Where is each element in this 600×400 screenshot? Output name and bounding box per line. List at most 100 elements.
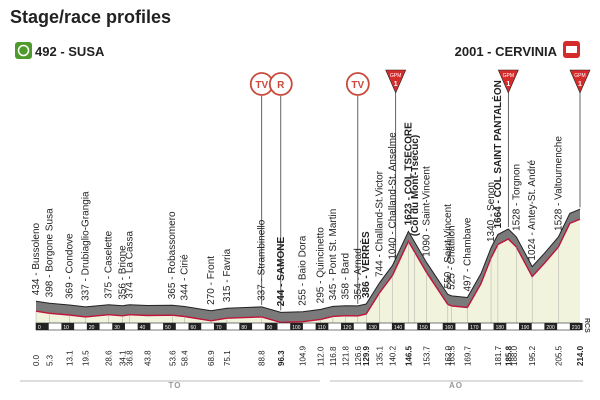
gpm-climb-marker: GPM 1 bbox=[497, 69, 519, 227]
km-tick-label: 58.4 bbox=[180, 350, 189, 366]
place-label: 1340 - Senon bbox=[486, 182, 497, 242]
km-tick-label: 13.1 bbox=[65, 350, 74, 366]
km-tick-label: 121.8 bbox=[342, 345, 351, 366]
km-tick-label: 205.5 bbox=[554, 345, 563, 366]
start-badge bbox=[15, 42, 32, 59]
start-label: 492 - SUSA bbox=[35, 44, 105, 59]
marker-label: TV bbox=[255, 80, 268, 91]
km-tick-label: 53.6 bbox=[168, 350, 177, 366]
gpm-category: 1 bbox=[506, 81, 510, 88]
place-label: 356 - Brione bbox=[118, 245, 129, 300]
km-tick-label: 96.3 bbox=[277, 350, 286, 366]
km-tick-label: 188.0 bbox=[510, 345, 519, 366]
km-tick-label: 140.2 bbox=[388, 345, 397, 366]
gpm-label: GPM bbox=[574, 73, 585, 79]
scale-label: 80 bbox=[241, 325, 247, 331]
scale-segment bbox=[188, 323, 202, 330]
scale-segment bbox=[442, 323, 456, 330]
scale-segment bbox=[518, 323, 532, 330]
tv-marker: TV bbox=[249, 72, 274, 305]
marker-label: TV bbox=[351, 80, 364, 91]
scale-label: 30 bbox=[114, 325, 120, 331]
place-label: 337 - Strambinello bbox=[257, 219, 268, 301]
place-label: 1024 - Antey-St. André bbox=[527, 160, 538, 261]
scale-label: 180 bbox=[496, 325, 505, 331]
scale-segment bbox=[213, 323, 227, 330]
scale-segment bbox=[315, 323, 329, 330]
place-label: 744 - Challand-St.Victor bbox=[374, 170, 385, 277]
place-label: 358 - Bard bbox=[341, 253, 352, 300]
profile-fill bbox=[36, 219, 580, 323]
scale-segment bbox=[86, 323, 100, 330]
region-bar: TO AO bbox=[20, 380, 583, 390]
scale-label: 100 bbox=[292, 325, 301, 331]
km-tick-label: 68.9 bbox=[207, 350, 216, 366]
place-label: 1528 - Torgnon bbox=[511, 164, 522, 231]
km-tick-label: 5.3 bbox=[45, 354, 54, 366]
place-label: 374 - La Cassa bbox=[125, 230, 136, 298]
place-label: 434 - Bussoleno bbox=[31, 222, 42, 295]
km-tick-label: 0.0 bbox=[32, 354, 41, 366]
scale-segment bbox=[163, 323, 176, 330]
place-label: 1040 - Challand-St. Anselme bbox=[387, 132, 398, 260]
scale-segment bbox=[341, 323, 354, 330]
scale-label: 200 bbox=[546, 325, 555, 331]
scale-label: 0 bbox=[38, 325, 41, 331]
km-tick-label: 28.6 bbox=[105, 350, 114, 366]
km-tick-label: 195.2 bbox=[528, 345, 537, 366]
scale-segment bbox=[417, 323, 431, 330]
km-scale-bar: 0 10 20 30 40 50 60 70 80 90 100 110 120 130 140 150 160… bbox=[35, 322, 583, 331]
finish-badge bbox=[563, 41, 580, 58]
scale-label: 50 bbox=[165, 325, 171, 331]
gpm-triangle-icon bbox=[385, 69, 407, 94]
km-tick-label: 104.9 bbox=[299, 345, 308, 366]
place-label: 244 - SAMONE bbox=[276, 237, 287, 307]
km-tick-label: 112.0 bbox=[317, 346, 326, 366]
scale-label: 210 bbox=[572, 325, 581, 331]
km-tick-label: 181.7 bbox=[494, 345, 503, 366]
scale-segment bbox=[468, 323, 481, 330]
profile-top-line bbox=[35, 208, 581, 313]
km-tick-label: 129.9 bbox=[362, 345, 371, 366]
place-label: 497 - Chambave bbox=[462, 217, 473, 291]
place-label: 365 - Robassomero bbox=[167, 211, 178, 299]
place-label: 1528 - Valtournenche bbox=[553, 136, 564, 231]
km-tick-label: 34.1 bbox=[119, 350, 128, 366]
place-label: 344 - Cirié bbox=[179, 254, 190, 301]
gpm-category: 1 bbox=[394, 81, 398, 88]
km-tick-label: 146.5 bbox=[404, 345, 413, 366]
scale-segment bbox=[544, 323, 558, 330]
place-label: 550 - Saint Vincent bbox=[443, 204, 454, 289]
scale-segment bbox=[493, 323, 507, 330]
scale-segment bbox=[137, 323, 151, 330]
place-label: 398 - Borgone Susa bbox=[44, 208, 55, 297]
refreshment-marker: R bbox=[268, 72, 293, 311]
scale-segment bbox=[569, 323, 583, 330]
place-label: 375 - Caselette bbox=[104, 230, 115, 298]
km-tick-label: 36.8 bbox=[126, 350, 135, 366]
km-tick-label: 153.7 bbox=[423, 345, 432, 366]
place-label: 345 - Pont St. Martin bbox=[328, 209, 339, 301]
profile-band bbox=[36, 209, 580, 323]
scale-segment bbox=[239, 323, 253, 330]
km-tick-label: 214.0 bbox=[576, 345, 585, 366]
finish-label: 2001 - CERVINIA bbox=[455, 44, 558, 59]
km-tick-label: 126.6 bbox=[354, 345, 363, 366]
km-tick-label: 43.8 bbox=[143, 350, 152, 366]
scale-label: 170 bbox=[470, 325, 479, 331]
tv-icon bbox=[345, 72, 370, 96]
place-label: 270 - Front bbox=[206, 256, 217, 305]
gpm-triangle-icon bbox=[569, 69, 591, 94]
scale-label: 20 bbox=[89, 325, 95, 331]
km-tick-label: 19.5 bbox=[82, 350, 91, 366]
scale-label: 110 bbox=[318, 325, 326, 331]
region-label: TO bbox=[169, 381, 182, 390]
scale-label: 150 bbox=[419, 325, 428, 331]
place-label: 295 - Quincinetto bbox=[316, 227, 327, 304]
km-tick-label: 116.8 bbox=[329, 346, 338, 366]
scale-label: 10 bbox=[63, 325, 69, 331]
page-title: Stage/race profiles bbox=[10, 7, 172, 27]
place-label: 386 - VERRÈS bbox=[359, 231, 372, 298]
refreshment-icon bbox=[268, 72, 293, 96]
